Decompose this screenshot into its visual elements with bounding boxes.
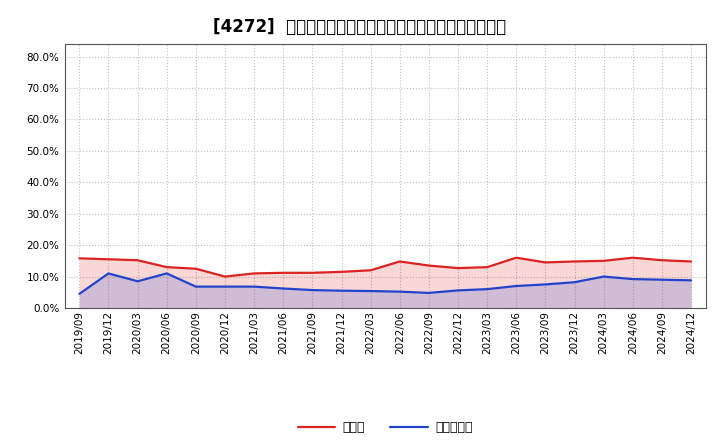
現預金: [337, 269, 346, 275]
有利子負債: [337, 288, 346, 293]
現預金: [570, 259, 579, 264]
現預金: [220, 274, 229, 279]
有利子負債: [629, 276, 637, 282]
現預金: [133, 257, 142, 263]
現預金: [163, 264, 171, 270]
現預金: [366, 268, 375, 273]
有利子負債: [454, 288, 462, 293]
現預金: [308, 270, 317, 275]
現預金: [687, 259, 696, 264]
有利子負債: [512, 283, 521, 289]
現預金: [104, 257, 113, 262]
Text: [4272]  現預金、有利子負債の総資産に対する比率の推移: [4272] 現預金、有利子負債の総資産に対する比率の推移: [213, 18, 507, 36]
有利子負債: [570, 279, 579, 285]
有利子負債: [279, 286, 287, 291]
現預金: [75, 256, 84, 261]
有利子負債: [395, 289, 404, 294]
有利子負債: [192, 284, 200, 289]
現預金: [629, 255, 637, 260]
現預金: [541, 260, 550, 265]
有利子負債: [687, 278, 696, 283]
現預金: [483, 264, 492, 270]
現預金: [512, 255, 521, 260]
現預金: [454, 265, 462, 271]
有利子負債: [163, 271, 171, 276]
現預金: [425, 263, 433, 268]
有利子負債: [220, 284, 229, 289]
現預金: [250, 271, 258, 276]
有利子負債: [541, 282, 550, 287]
有利子負債: [599, 274, 608, 279]
現預金: [599, 258, 608, 264]
有利子負債: [425, 290, 433, 296]
現預金: [192, 266, 200, 271]
有利子負債: [483, 286, 492, 292]
Legend: 現預金, 有利子負債: 現預金, 有利子負債: [293, 416, 477, 439]
現預金: [395, 259, 404, 264]
有利子負債: [308, 287, 317, 293]
有利子負債: [657, 277, 666, 282]
現預金: [657, 257, 666, 263]
有利子負債: [104, 271, 113, 276]
有利子負債: [75, 291, 84, 297]
現預金: [279, 270, 287, 275]
有利子負債: [133, 279, 142, 284]
Line: 現預金: 現預金: [79, 258, 691, 277]
Line: 有利子負債: 有利子負債: [79, 273, 691, 294]
有利子負債: [250, 284, 258, 289]
有利子負債: [366, 288, 375, 293]
